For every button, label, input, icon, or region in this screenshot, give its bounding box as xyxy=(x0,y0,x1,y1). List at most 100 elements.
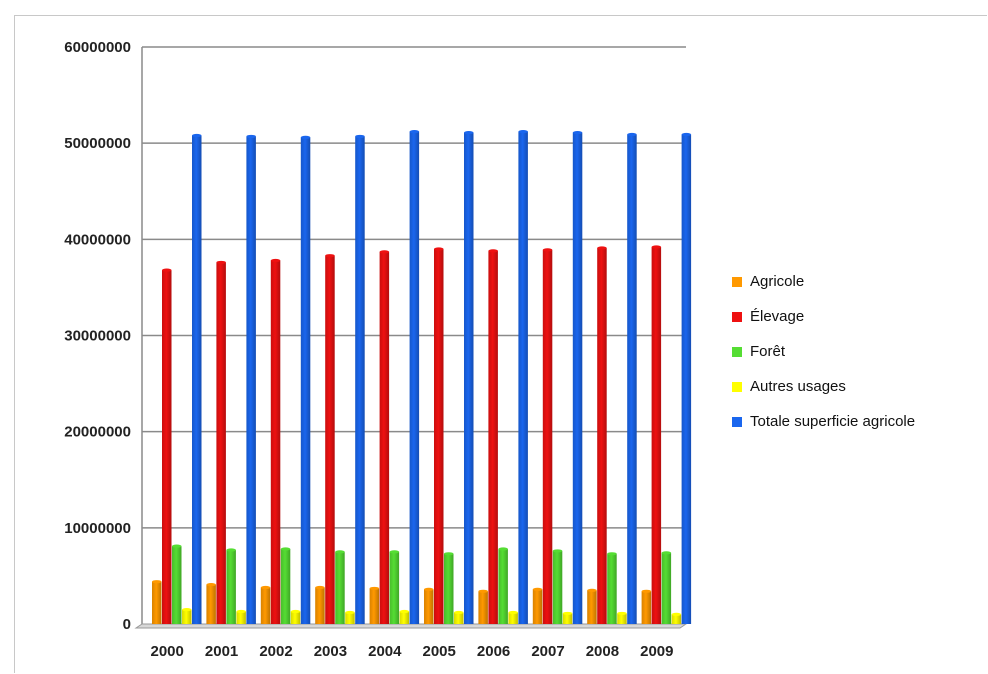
bar-cap-2008-series-0 xyxy=(587,588,597,592)
bar-cap-2008-series-3 xyxy=(617,611,627,616)
bar-2006-series-1 xyxy=(488,250,498,624)
bar-cap-2008-series-4 xyxy=(627,132,637,137)
bar-2006-series-3 xyxy=(508,612,518,624)
x-tick-label: 2007 xyxy=(531,643,564,660)
legend-label: Agricole xyxy=(750,273,805,290)
bar-2003-series-2 xyxy=(335,551,345,624)
bar-2005-series-3 xyxy=(454,612,464,624)
bar-cap-2003-series-4 xyxy=(355,134,365,139)
legend-label: Élevage xyxy=(750,308,805,325)
bar-cap-2006-series-2 xyxy=(498,547,508,551)
bar-2004-series-3 xyxy=(399,611,410,624)
bar-cap-2006-series-3 xyxy=(508,610,518,615)
legend-label: Autres usages xyxy=(750,378,846,395)
bar-2002-series-4 xyxy=(300,137,311,624)
bar-2000-series-1 xyxy=(162,270,172,624)
x-tick-label: 2000 xyxy=(151,643,184,660)
legend-swatch xyxy=(732,311,742,322)
bar-2008-series-0 xyxy=(587,590,597,624)
bar-2009-series-4 xyxy=(681,134,692,625)
bar-cap-2000-series-0 xyxy=(152,580,162,584)
bar-cap-2002-series-1 xyxy=(270,258,281,263)
x-axis-floor xyxy=(134,623,688,629)
bar-cap-2001-series-1 xyxy=(216,260,226,265)
legend: Agricole Élevage Forêt Autres usages Totale … xyxy=(732,264,982,439)
legend-item: Autres usages xyxy=(732,369,982,404)
legend-label: Forêt xyxy=(750,343,786,360)
bar-2007-series-2 xyxy=(552,550,563,624)
bar-cap-2009-series-4 xyxy=(681,132,692,137)
legend-swatch xyxy=(732,346,742,357)
bar-cap-2000-series-1 xyxy=(162,268,172,272)
bar-cap-2002-series-0 xyxy=(260,585,271,590)
bar-cap-2002-series-3 xyxy=(290,609,301,614)
y-tick-label: 40000000 xyxy=(64,231,131,248)
bar-2005-series-4 xyxy=(464,132,474,625)
bar-2003-series-4 xyxy=(355,136,365,624)
bar-cap-2008-series-2 xyxy=(607,552,617,556)
bar-2001-series-1 xyxy=(216,262,226,624)
bar-2003-series-0 xyxy=(315,587,325,624)
bar-2007-series-4 xyxy=(572,132,583,625)
bar-cap-2001-series-3 xyxy=(236,609,246,614)
bar-2001-series-2 xyxy=(226,549,236,624)
bar-2000-series-2 xyxy=(172,546,182,624)
bar-2009-series-1 xyxy=(651,247,662,624)
bar-cap-2000-series-3 xyxy=(182,607,192,612)
bar-cap-2003-series-2 xyxy=(335,550,345,554)
bar-cap-2006-series-4 xyxy=(518,130,528,134)
bar-2004-series-1 xyxy=(379,251,390,624)
bar-2000-series-4 xyxy=(192,135,202,624)
bar-2002-series-3 xyxy=(290,611,301,624)
bar-cap-2005-series-0 xyxy=(424,587,434,591)
bar-2006-series-0 xyxy=(478,591,488,624)
x-tick-label: 2005 xyxy=(423,643,456,660)
bar-cap-2003-series-3 xyxy=(345,610,355,615)
bar-cap-2009-series-2 xyxy=(661,551,672,555)
bar-cap-2007-series-3 xyxy=(562,611,573,616)
legend-swatch xyxy=(732,416,742,427)
bar-2007-series-0 xyxy=(532,589,543,624)
bar-cap-2004-series-2 xyxy=(389,550,400,554)
bar-cap-2001-series-4 xyxy=(246,134,256,139)
bar-2006-series-4 xyxy=(518,131,528,625)
bar-cap-2004-series-1 xyxy=(379,250,390,254)
y-tick-label: 30000000 xyxy=(64,328,131,345)
y-tick-label: 60000000 xyxy=(64,39,131,56)
bar-cap-2009-series-1 xyxy=(651,245,662,249)
x-tick-label: 2009 xyxy=(640,643,673,660)
bar-cap-2002-series-2 xyxy=(280,547,291,551)
bar-2005-series-1 xyxy=(434,248,444,624)
bar-cap-2004-series-3 xyxy=(399,609,410,614)
bar-2004-series-0 xyxy=(369,588,380,624)
x-tick-label: 2004 xyxy=(368,643,402,660)
bar-cap-2008-series-1 xyxy=(597,246,607,250)
bar-cap-2000-series-4 xyxy=(192,133,202,138)
bar-2009-series-2 xyxy=(661,552,672,624)
bar-2002-series-0 xyxy=(260,587,271,624)
bar-2006-series-2 xyxy=(498,548,508,624)
y-tick-label: 10000000 xyxy=(64,520,131,537)
legend-swatch xyxy=(732,381,742,392)
legend-label: Totale superficie agricole xyxy=(750,413,916,430)
legend-item: Agricole xyxy=(732,264,982,299)
bar-cap-2004-series-4 xyxy=(409,130,420,134)
bar-2008-series-4 xyxy=(627,134,637,625)
bar-cap-2006-series-1 xyxy=(488,249,498,253)
bar-cap-2005-series-4 xyxy=(464,130,474,135)
bar-cap-2001-series-0 xyxy=(206,582,216,587)
x-tick-label: 2002 xyxy=(259,643,292,660)
bar-2001-series-4 xyxy=(246,136,256,624)
bar-cap-2007-series-0 xyxy=(532,587,543,591)
bar-cap-2005-series-1 xyxy=(434,247,444,251)
bar-2008-series-1 xyxy=(597,247,607,624)
bar-2005-series-2 xyxy=(444,553,454,624)
bar-2003-series-3 xyxy=(345,612,355,624)
legend-swatch xyxy=(732,276,742,287)
x-tick-label: 2006 xyxy=(477,643,510,660)
legend-item: Élevage xyxy=(732,299,982,334)
bar-2000-series-3 xyxy=(182,609,192,624)
bar-cap-2000-series-2 xyxy=(172,544,182,548)
bar-2003-series-1 xyxy=(325,255,335,624)
